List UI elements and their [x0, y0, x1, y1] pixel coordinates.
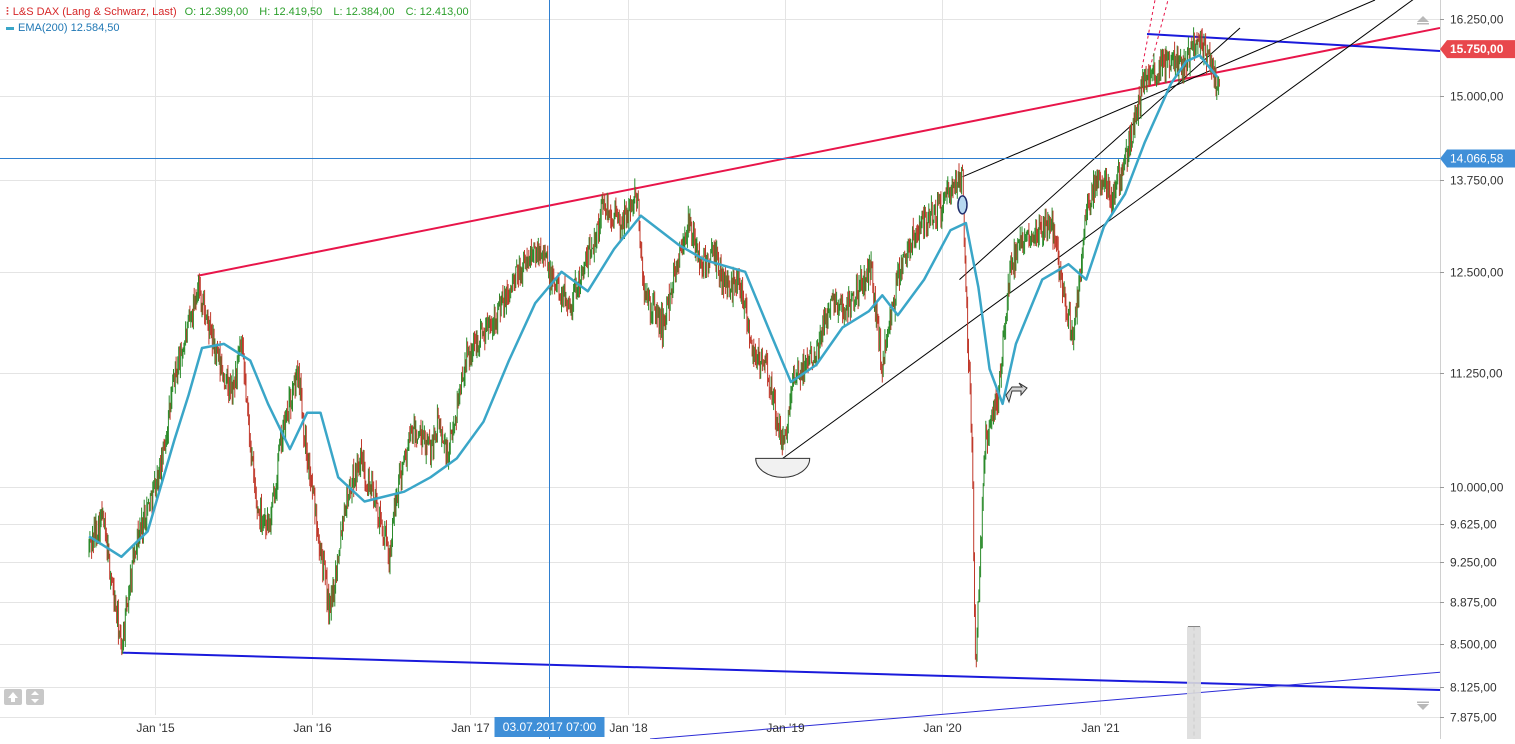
candlestick-icon: ⫶: [6, 6, 9, 18]
shaded-vertical-marker: [1187, 627, 1201, 739]
zoom-icon[interactable]: [26, 689, 44, 705]
x-tick-label: Jan '16: [293, 721, 332, 735]
y-tick-label: 12.500,00: [1450, 266, 1504, 280]
axes: 7.875,00 8.125,00 8.500,00 8.875,00 9.250,00…: [136, 0, 1515, 739]
red-trendline: [198, 28, 1440, 276]
arrow-marker: [1006, 383, 1027, 402]
crosshair-y-badge-text: 14.066,58: [1450, 152, 1504, 166]
x-tick-label: Jan '17: [451, 721, 490, 735]
y-tick-label: 9.625,00: [1450, 518, 1497, 532]
y-tick-label: 16.250,00: [1450, 13, 1504, 27]
price-candles: [89, 27, 1219, 667]
drawings: [0, 0, 1440, 739]
legend-low: L: 12.384,00: [333, 6, 394, 18]
crosshair-x-badge: 03.07.2017 07:00: [495, 717, 605, 737]
blue-support-line: [121, 653, 1440, 690]
legend-high: H: 12.419,50: [259, 6, 322, 18]
x-tick-label: Jan '21: [1081, 721, 1120, 735]
scroll-down-icon[interactable]: [1414, 700, 1432, 712]
ema-swatch: [6, 27, 14, 30]
legend-ema-label: EMA(200): [18, 22, 68, 34]
legend-ema-value: 12.584,50: [71, 22, 120, 34]
x-tick-label: Jan '18: [609, 721, 648, 735]
y-tick-label: 11.250,00: [1450, 367, 1503, 381]
legend-price-row: ⫶ L&S DAX (Lang & Schwarz, Last) O: 12.399…: [6, 4, 469, 20]
legend-open: O: 12.399,00: [185, 6, 249, 18]
y-tick-label: 8.125,00: [1450, 681, 1497, 695]
x-tick-label: Jan '15: [136, 721, 175, 735]
y-tick-label: 7.875,00: [1450, 711, 1497, 725]
black-trendline: [783, 0, 1440, 458]
chart-legend: ⫶ L&S DAX (Lang & Schwarz, Last) O: 12.399…: [6, 4, 469, 36]
crosshair-x-badge-text: 03.07.2017 07:00: [503, 720, 597, 734]
legend-ema-row: EMA(200) 12.584,50: [6, 20, 469, 36]
semicircle-marker: [756, 458, 810, 477]
y-tick-label: 13.750,00: [1450, 174, 1504, 188]
x-tick-label: Jan '20: [923, 721, 962, 735]
price-badge: 15.750,00: [1440, 40, 1515, 58]
y-tick-label: 10.000,00: [1450, 481, 1504, 495]
home-icon[interactable]: [4, 689, 22, 705]
scroll-up-icon[interactable]: [1414, 12, 1432, 24]
crosshair-y-badge: 14.066,58: [1440, 150, 1515, 168]
legend-title: L&S DAX (Lang & Schwarz, Last): [13, 6, 177, 18]
y-tick-label: 8.500,00: [1450, 638, 1497, 652]
y-tick-label: 15.000,00: [1450, 90, 1504, 104]
y-tick-label: 8.875,00: [1450, 596, 1497, 610]
x-tick-label: Jan '19: [766, 721, 805, 735]
ellipse-marker: [958, 196, 967, 214]
price-badge-text: 15.750,00: [1450, 42, 1504, 56]
markers: [756, 196, 1201, 739]
y-tick-label: 9.250,00: [1450, 556, 1497, 570]
legend-close: C: 12.413,00: [406, 6, 469, 18]
